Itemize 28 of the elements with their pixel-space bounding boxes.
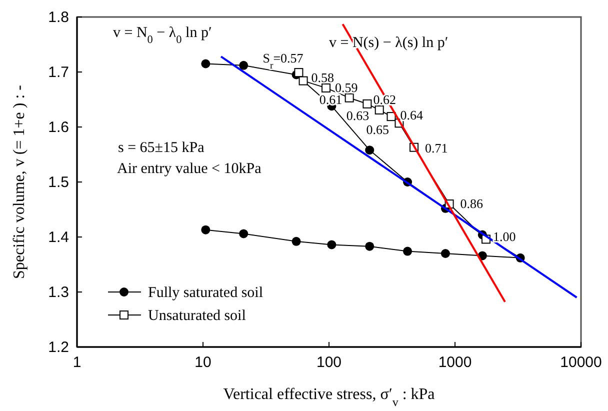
x-tick-label: 1000 <box>438 354 472 371</box>
legend-label: Unsaturated soil <box>148 308 246 324</box>
annotation: 0.86 <box>460 196 484 211</box>
x-tick-label: 1 <box>72 354 82 371</box>
y-tick-label: 1.3 <box>48 284 69 301</box>
x-tick-label: 10 <box>194 354 212 371</box>
annotation: 0.64 <box>400 108 424 123</box>
y-tick-label: 1.2 <box>48 339 69 356</box>
annotation: 0.65 <box>366 122 389 138</box>
annotation: 0.59 <box>335 80 358 95</box>
annotation: 0.71 <box>425 140 448 156</box>
y-tick-label: 1.7 <box>48 64 69 81</box>
legend-label: Fully saturated soil <box>148 285 263 301</box>
annotation: v = N$_{0}$ − λ$_{0}$ ln p′ <box>113 25 212 46</box>
y-tick-label: 1.4 <box>48 229 69 246</box>
y-axis-title: Specific volume, v (= 1+e ) : - <box>11 85 28 279</box>
x-tick-label: 100 <box>316 354 342 371</box>
y-tick-label: 1.8 <box>48 9 69 26</box>
annotation: 0.63 <box>346 108 370 123</box>
y-tick-label: 1.5 <box>48 174 69 191</box>
annotation: s = 65±15 kPa <box>118 140 205 156</box>
annotation: 1.00 <box>492 229 516 244</box>
annotation: 0.58 <box>311 70 334 85</box>
y-tick-label: 1.6 <box>48 119 69 136</box>
annotation: Air entry value < 10kPa <box>117 161 262 177</box>
x-tick-label: 10000 <box>560 354 602 371</box>
annotation: S$_{r}$=0.57 <box>262 50 304 72</box>
x-axis-title: Vertical effective stress, σ′$_{v}$ : kPa <box>223 386 435 409</box>
